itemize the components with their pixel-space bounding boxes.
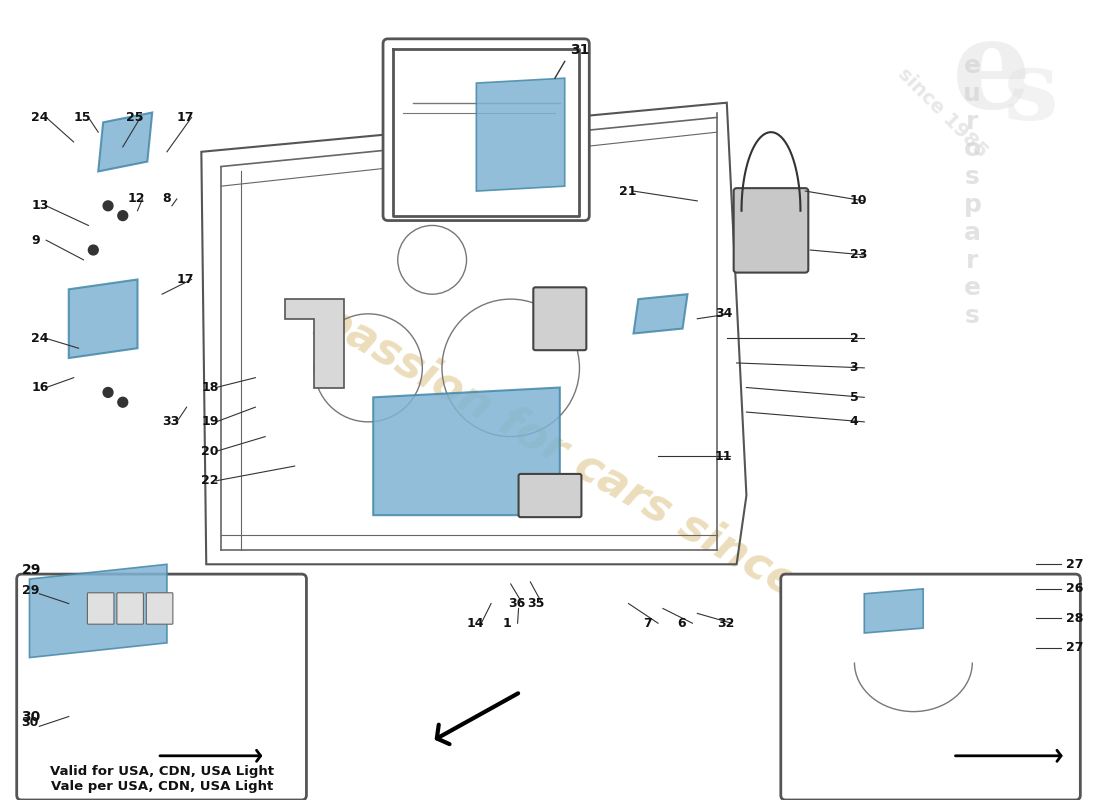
Text: 12: 12 (128, 193, 145, 206)
Text: 35: 35 (527, 597, 544, 610)
Polygon shape (865, 589, 923, 633)
Text: 17: 17 (177, 273, 195, 286)
Text: 19: 19 (201, 415, 219, 428)
Text: 14: 14 (466, 617, 484, 630)
FancyBboxPatch shape (518, 474, 582, 517)
Circle shape (118, 398, 128, 407)
Text: 31: 31 (570, 42, 589, 57)
Polygon shape (373, 387, 560, 515)
Text: 11: 11 (715, 450, 733, 462)
Text: 24: 24 (32, 332, 48, 345)
FancyBboxPatch shape (117, 593, 143, 624)
Text: 33: 33 (162, 415, 179, 428)
Polygon shape (634, 294, 688, 334)
Circle shape (118, 210, 128, 221)
Text: 20: 20 (201, 445, 219, 458)
Text: 2: 2 (849, 332, 858, 345)
Text: 3: 3 (849, 362, 858, 374)
FancyBboxPatch shape (16, 574, 307, 800)
Text: 5: 5 (849, 391, 858, 404)
Text: 30: 30 (22, 716, 38, 730)
Polygon shape (476, 78, 564, 191)
Text: 34: 34 (715, 307, 733, 320)
Text: 17: 17 (177, 111, 195, 124)
Text: 10: 10 (849, 194, 867, 207)
Text: 27: 27 (1066, 642, 1083, 654)
Text: 6: 6 (678, 617, 686, 630)
Text: e
u
r
o
s
p
a
r
e
s: e u r o s p a r e s (964, 54, 981, 328)
FancyBboxPatch shape (534, 287, 586, 350)
Text: 28: 28 (1066, 612, 1083, 625)
Polygon shape (98, 113, 152, 171)
Text: Valid for USA, CDN, USA Light: Valid for USA, CDN, USA Light (51, 766, 274, 778)
Text: 24: 24 (32, 111, 48, 124)
FancyBboxPatch shape (146, 593, 173, 624)
Circle shape (88, 245, 98, 255)
Text: 16: 16 (32, 381, 48, 394)
Text: e: e (953, 13, 1032, 134)
Text: passion for cars since 1985: passion for cars since 1985 (311, 296, 926, 676)
Text: 29: 29 (22, 584, 38, 597)
FancyBboxPatch shape (383, 39, 590, 221)
Text: since 1985: since 1985 (894, 64, 991, 161)
Text: 22: 22 (201, 474, 219, 487)
Text: 32: 32 (717, 617, 735, 630)
Text: s: s (1004, 46, 1058, 140)
Text: 4: 4 (849, 415, 858, 428)
Circle shape (103, 201, 113, 210)
Text: Vale per USA, CDN, USA Light: Vale per USA, CDN, USA Light (51, 780, 273, 793)
FancyBboxPatch shape (781, 574, 1080, 800)
Text: 13: 13 (32, 199, 48, 212)
Text: 18: 18 (201, 381, 219, 394)
Circle shape (103, 387, 113, 398)
FancyBboxPatch shape (734, 188, 808, 273)
Text: 23: 23 (849, 249, 867, 262)
Text: 9: 9 (32, 234, 40, 246)
Polygon shape (285, 299, 344, 387)
Text: 1: 1 (503, 617, 512, 630)
Text: 25: 25 (125, 111, 143, 124)
Polygon shape (30, 564, 167, 658)
Text: 26: 26 (1066, 582, 1083, 595)
Text: 36: 36 (508, 597, 525, 610)
Text: 30: 30 (22, 710, 41, 725)
Polygon shape (69, 279, 138, 358)
Text: 8: 8 (162, 193, 170, 206)
Text: 7: 7 (644, 617, 652, 630)
Text: 27: 27 (1066, 558, 1083, 570)
Text: 21: 21 (618, 185, 636, 198)
Text: 29: 29 (22, 563, 41, 577)
Text: 15: 15 (74, 111, 91, 124)
FancyBboxPatch shape (87, 593, 114, 624)
